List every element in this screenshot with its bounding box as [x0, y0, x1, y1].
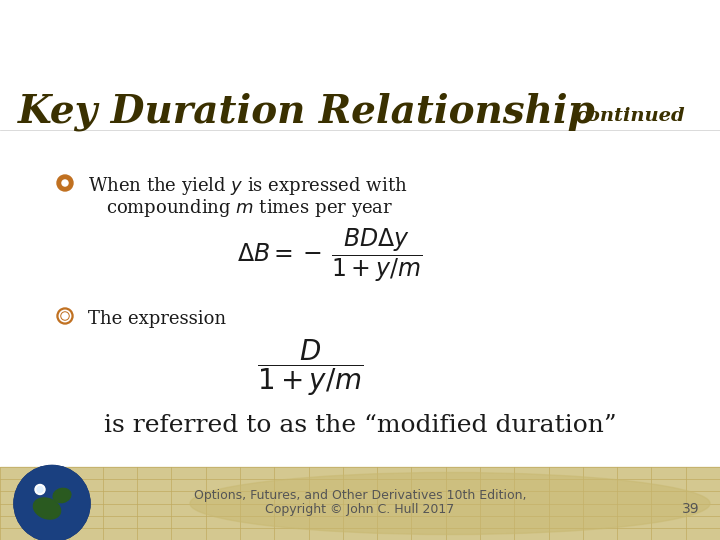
Text: When the yield $y$ is expressed with: When the yield $y$ is expressed with	[88, 175, 408, 197]
Circle shape	[57, 175, 73, 191]
Ellipse shape	[33, 498, 60, 519]
Text: The expression: The expression	[88, 310, 226, 328]
Ellipse shape	[190, 472, 710, 535]
Circle shape	[35, 484, 45, 495]
Text: $\dfrac{D}{1 + y/m}$: $\dfrac{D}{1 + y/m}$	[257, 338, 364, 399]
Circle shape	[14, 465, 90, 540]
Text: Key Duration Relationship: Key Duration Relationship	[18, 93, 595, 131]
Text: Options, Futures, and Other Derivatives 10th Edition,: Options, Futures, and Other Derivatives …	[194, 489, 526, 502]
Circle shape	[57, 308, 73, 324]
Circle shape	[62, 313, 68, 319]
Circle shape	[62, 180, 68, 186]
Bar	[0, 467, 720, 540]
Text: $\Delta B = -\,\dfrac{BD\Delta y}{1 + y/m}$: $\Delta B = -\,\dfrac{BD\Delta y}{1 + y/…	[238, 226, 423, 284]
Text: Copyright © John C. Hull 2017: Copyright © John C. Hull 2017	[266, 503, 454, 516]
Text: continued: continued	[575, 107, 685, 125]
Text: is referred to as the “modified duration”: is referred to as the “modified duration…	[104, 414, 616, 436]
Circle shape	[37, 487, 43, 492]
Ellipse shape	[53, 488, 71, 503]
Circle shape	[14, 465, 90, 540]
Text: compounding $m$ times per year: compounding $m$ times per year	[106, 197, 393, 219]
Text: 39: 39	[683, 502, 700, 516]
